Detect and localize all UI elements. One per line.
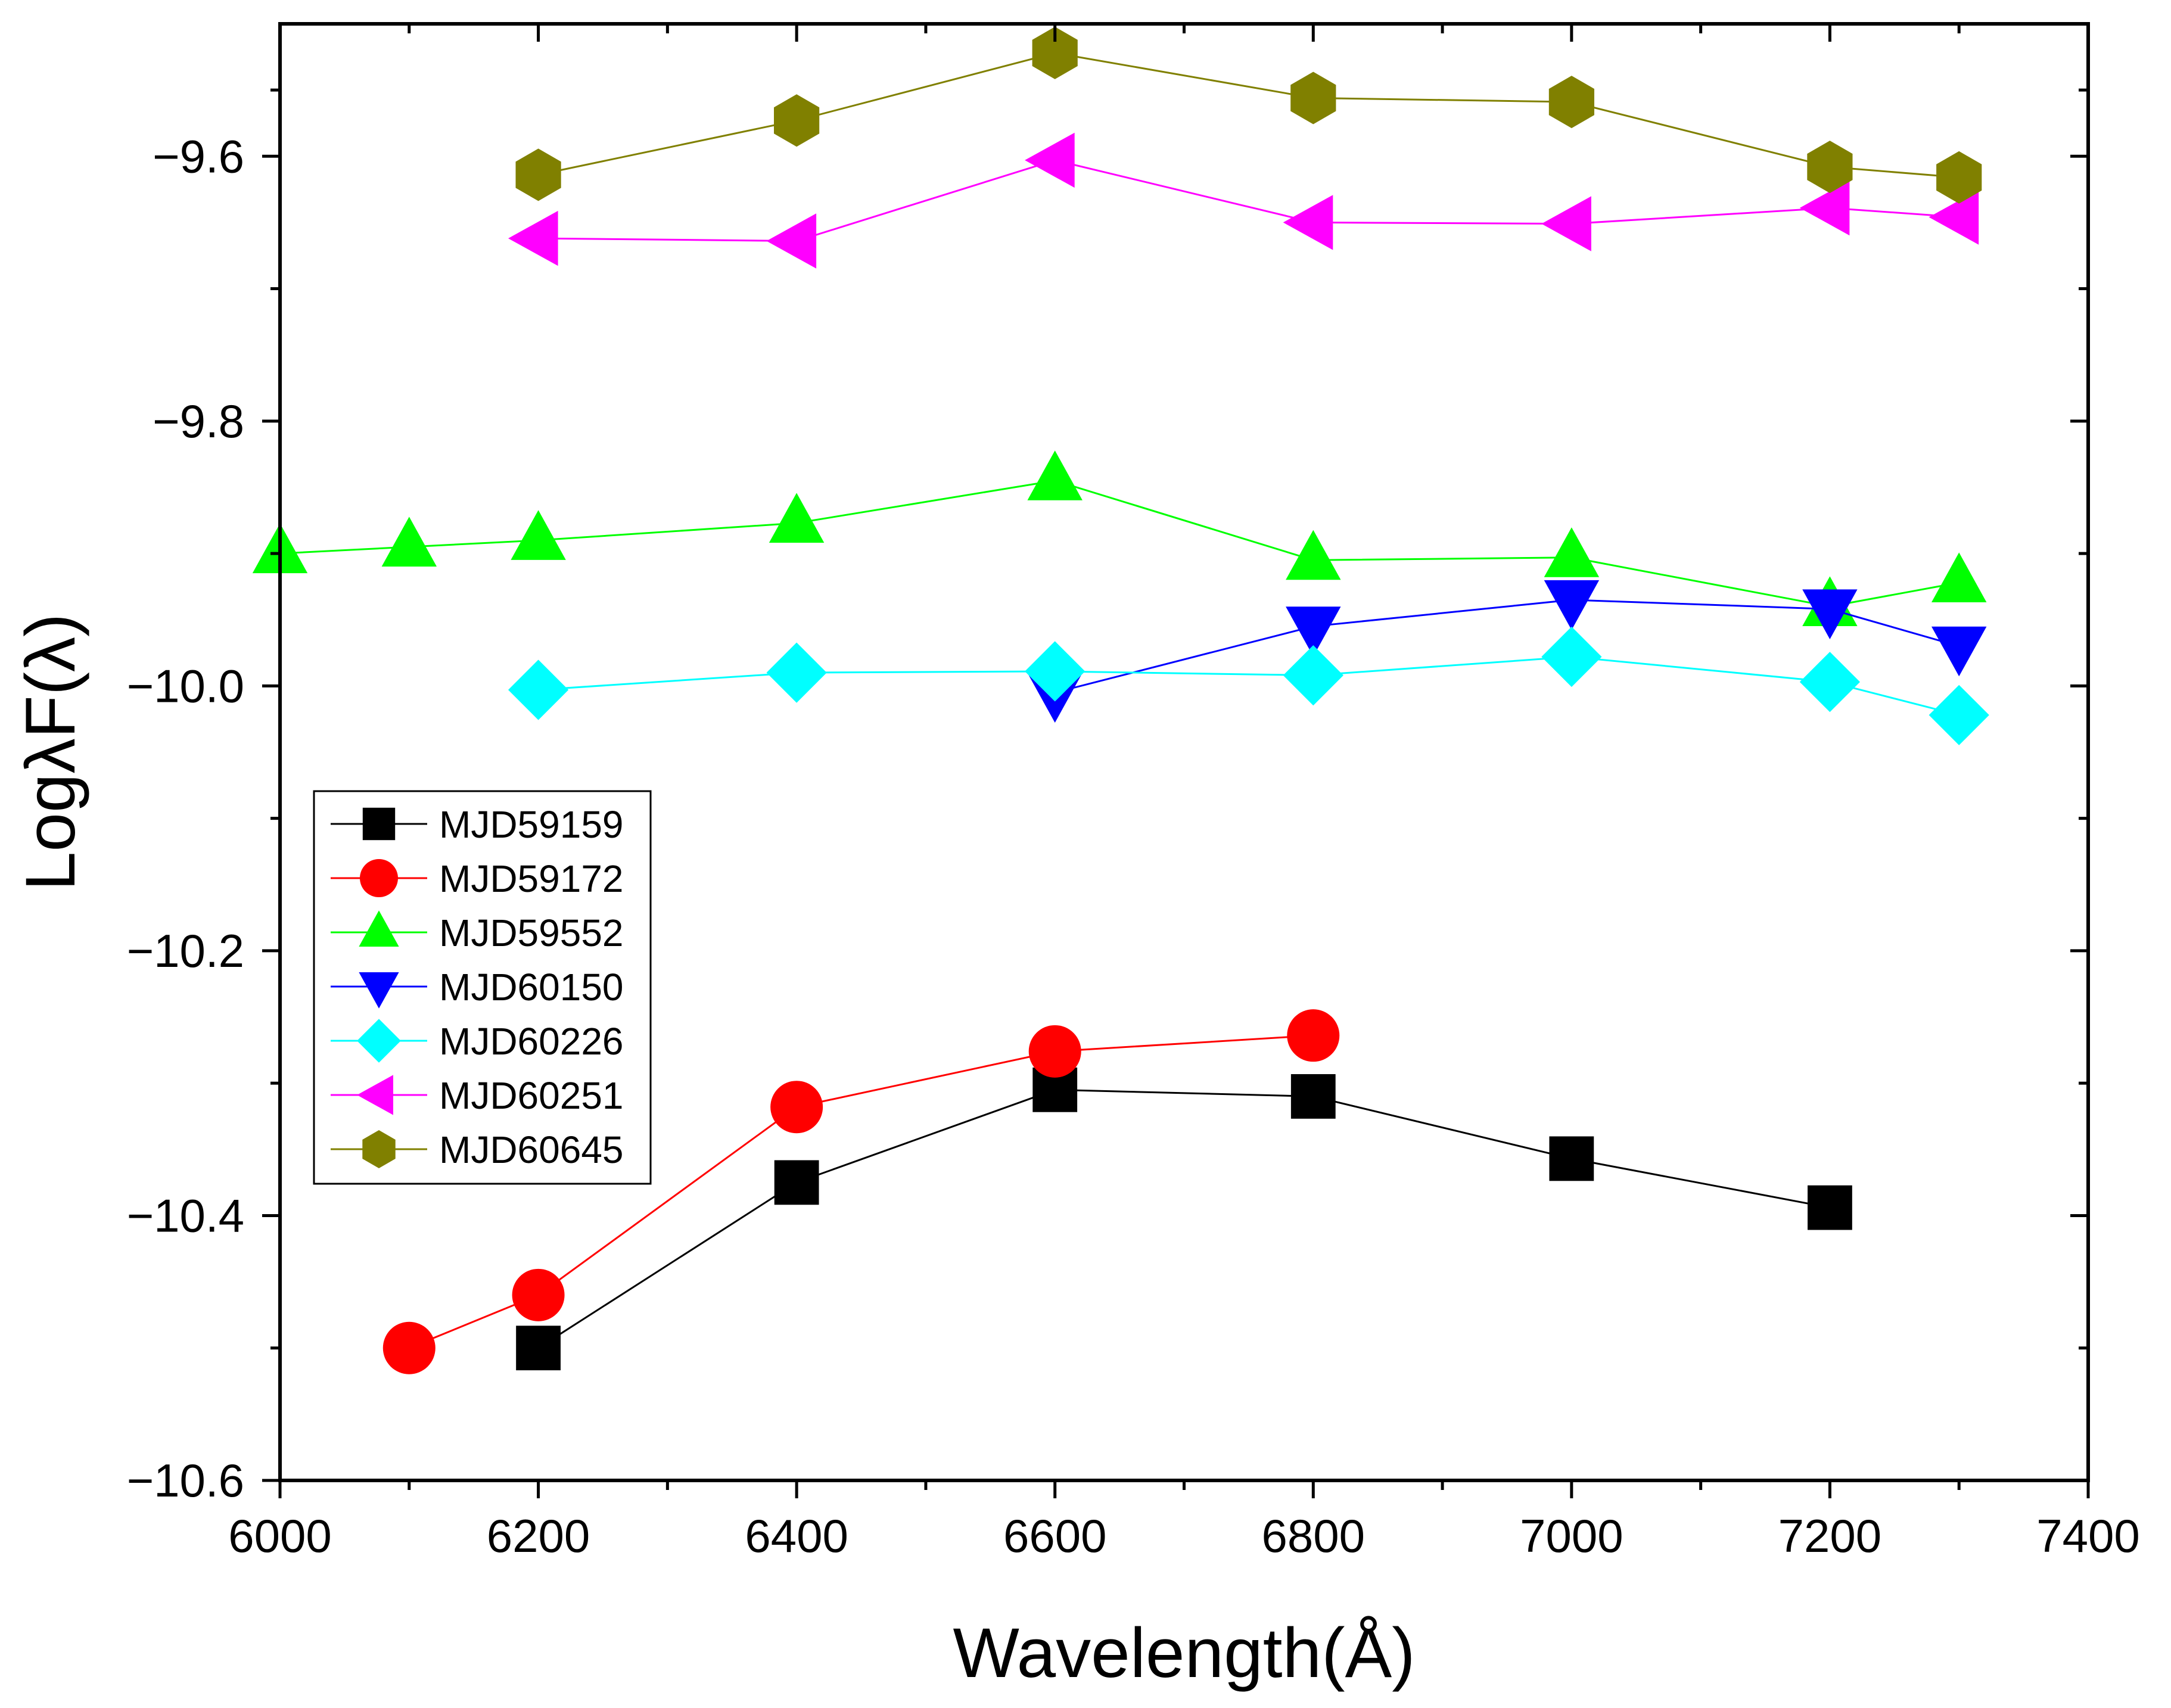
x-tick-label: 7400 <box>2036 1510 2140 1562</box>
data-point <box>382 1321 436 1374</box>
data-point <box>1544 580 1600 630</box>
data-point <box>1549 1136 1594 1181</box>
legend-item: MJD60226 <box>331 1019 624 1063</box>
legend-item: MJD60150 <box>331 966 624 1009</box>
data-point <box>1929 189 1979 245</box>
data-point <box>1290 71 1336 125</box>
x-tick-label: 6600 <box>1003 1510 1107 1562</box>
data-point <box>1025 641 1086 702</box>
legend-label: MJD59159 <box>439 803 624 846</box>
x-tick-label: 6000 <box>228 1510 332 1562</box>
data-point <box>1544 527 1600 577</box>
series-MJD60251 <box>508 132 1979 269</box>
legend-label: MJD59552 <box>439 911 624 954</box>
data-point <box>774 1160 819 1205</box>
x-tick-label: 6400 <box>745 1510 848 1562</box>
legend-label: MJD60226 <box>439 1020 624 1063</box>
legend-label: MJD60645 <box>439 1128 624 1171</box>
legend-label: MJD60251 <box>439 1074 624 1117</box>
data-point <box>508 210 558 266</box>
x-tick-label: 7000 <box>1520 1510 1623 1562</box>
data-point <box>1283 195 1333 250</box>
series-MJD60645 <box>515 26 1982 204</box>
data-point <box>1799 180 1850 236</box>
legend-marker <box>360 859 398 897</box>
data-point <box>1290 1074 1336 1119</box>
data-point <box>1541 196 1591 251</box>
data-point <box>1286 530 1341 580</box>
x-tick-label: 6800 <box>1262 1510 1366 1562</box>
data-point <box>770 1081 823 1134</box>
series-MJD59172 <box>382 1009 1340 1374</box>
x-axis-title: Wavelength(Å) <box>953 1614 1415 1693</box>
series-MJD60226 <box>508 626 1989 745</box>
data-point <box>515 148 561 201</box>
data-point <box>1287 1009 1340 1062</box>
y-tick-label: −9.8 <box>153 395 244 447</box>
data-point <box>1286 606 1341 657</box>
data-point <box>766 213 817 269</box>
data-point <box>1541 626 1602 687</box>
data-point <box>1548 76 1594 129</box>
legend-item: MJD59552 <box>331 910 624 954</box>
y-tick-label: −10.4 <box>127 1189 244 1242</box>
legend-label: MJD60150 <box>439 966 624 1009</box>
data-point <box>1799 652 1860 713</box>
data-point <box>1032 26 1078 79</box>
data-point <box>1807 141 1853 194</box>
y-tick-label: −10.0 <box>127 659 244 712</box>
legend-marker <box>357 1075 393 1115</box>
data-point <box>1028 1025 1081 1078</box>
data-point <box>1929 685 1989 745</box>
y-tick-label: −10.6 <box>127 1454 244 1507</box>
legend-marker <box>359 972 399 1009</box>
data-point <box>1027 450 1083 500</box>
data-point <box>766 642 827 703</box>
data-point <box>1802 589 1858 639</box>
data-point <box>1283 645 1343 706</box>
data-point <box>512 1268 565 1321</box>
y-axis-title: LogλF(λ) <box>11 614 90 891</box>
legend-item: MJD59159 <box>331 803 624 846</box>
series-layer <box>252 26 1989 1374</box>
data-point <box>1808 1185 1852 1230</box>
legend-marker <box>362 807 396 841</box>
data-point <box>1025 132 1075 188</box>
legend-item: MJD60251 <box>331 1074 624 1117</box>
data-point <box>1931 626 1987 677</box>
legend-marker <box>362 1130 396 1168</box>
x-tick-label: 7200 <box>1778 1510 1882 1562</box>
legend-item: MJD60645 <box>331 1128 624 1171</box>
x-tick-label: 6200 <box>487 1510 590 1562</box>
data-point <box>769 493 825 543</box>
data-point <box>1931 552 1987 602</box>
ticks-layer: 6000 6200 6400 6600 6800 7000 7200 7400 −10.6 −10… <box>127 24 2140 1562</box>
legend: MJD59159 MJD59172 MJD59552 MJD60150 MJD60226… <box>313 790 652 1185</box>
data-point <box>511 510 566 560</box>
data-point <box>516 1326 561 1371</box>
data-point <box>508 659 569 720</box>
series-line <box>537 1088 1830 1349</box>
y-tick-label: −9.6 <box>153 130 244 182</box>
legend-item: MJD59172 <box>331 857 624 900</box>
legend-marker <box>357 1019 401 1063</box>
data-point <box>381 517 437 567</box>
legend-marker <box>359 910 399 947</box>
y-tick-label: −10.2 <box>127 925 244 977</box>
legend-label: MJD59172 <box>439 857 624 900</box>
data-point <box>774 94 820 147</box>
data-point <box>1936 151 1982 204</box>
